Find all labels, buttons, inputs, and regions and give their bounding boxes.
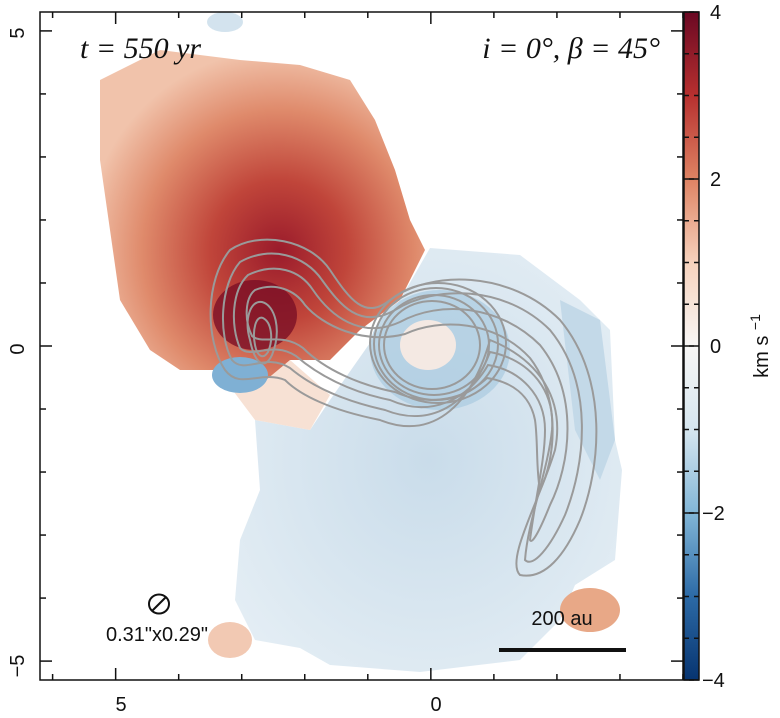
- colorbar-tick-2: 2: [710, 169, 721, 191]
- y-tick-label-0: 0: [7, 343, 29, 354]
- eye-ring-3: [373, 287, 499, 401]
- colorbar-tick-neg4: −4: [702, 670, 725, 692]
- x-tick-label-0: 0: [430, 694, 441, 716]
- beam-hatch: [151, 596, 167, 612]
- eye-ring-2: [378, 294, 490, 396]
- colorbar-unit: km s: [751, 336, 773, 378]
- beam-ellipse: [148, 593, 170, 615]
- beam-marker: [148, 593, 170, 615]
- beam-label: 0.31"x0.29": [106, 624, 208, 646]
- colorbar-tick-4: 4: [710, 2, 721, 24]
- redshifted-region: [100, 50, 425, 385]
- axis-ticks: [40, 12, 684, 680]
- colorbar-tick-neg2: −2: [702, 503, 725, 525]
- bottom-left-patch: [208, 622, 252, 658]
- x-tick-label-5: 5: [115, 694, 126, 716]
- velocity-map: [100, 12, 622, 672]
- y-tick-label-5: 5: [7, 27, 29, 38]
- colorbar-label: km s −1: [747, 314, 773, 378]
- blue-pocket: [212, 357, 268, 393]
- eye-ring-4: [369, 282, 507, 404]
- colorbar-tick-0: 0: [710, 336, 721, 358]
- y-tick-label-neg5: −5: [7, 655, 29, 678]
- top-patch: [207, 12, 243, 32]
- scale-bar-label: 200 au: [531, 608, 592, 630]
- colorbar-ticks: [684, 11, 699, 681]
- contour-3: [232, 267, 569, 542]
- params-label: i = 0°, β = 45°: [482, 32, 660, 65]
- colorbar-unit-exponent: −1: [747, 314, 763, 330]
- blue-spur: [560, 300, 615, 480]
- eye-center: [400, 320, 456, 370]
- intensity-contours: [209, 238, 598, 577]
- bottom-right-patch: [560, 588, 620, 632]
- time-label: t = 550 yr: [80, 32, 201, 65]
- contour-inner: [246, 300, 278, 365]
- svg-text:km s −1: km s −1: [747, 314, 773, 378]
- contour-inner-2: [253, 316, 273, 358]
- eye-ring-1: [383, 300, 481, 390]
